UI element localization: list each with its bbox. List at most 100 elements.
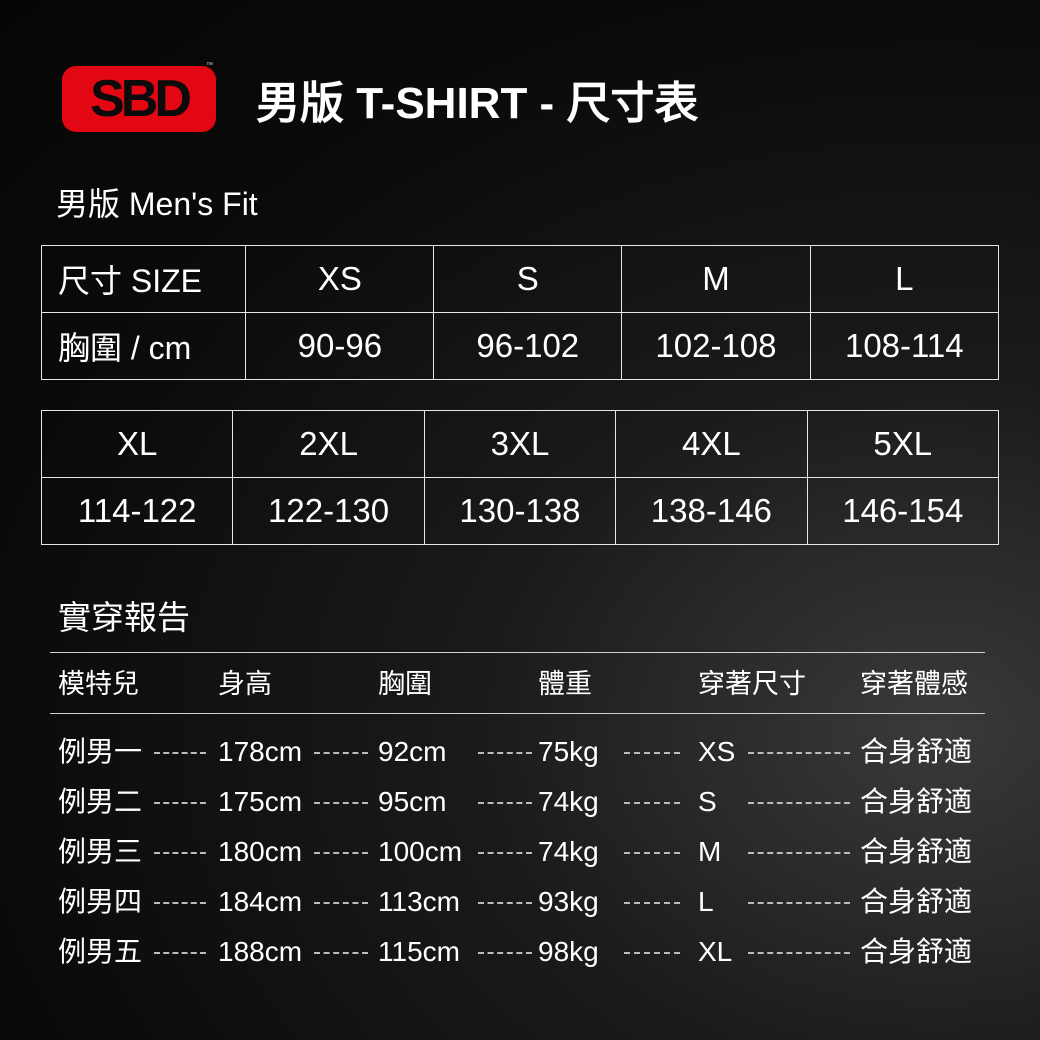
dashed-leader [154, 952, 206, 954]
dashed-leader [314, 952, 368, 954]
report-cell: 184cm [218, 886, 303, 917]
size-cell: 5XL [806, 410, 1000, 478]
chest-cell: 122-130 [232, 477, 425, 545]
chest-row: 胸圍 / cm 90-96 96-102 102-108 108-114 [40, 312, 1000, 380]
size-table-2: XL 2XL 3XL 4XL 5XL 114-122 122-130 130-1… [40, 410, 1000, 545]
dashed-leader [478, 902, 532, 904]
report-header-cell: 身高 [218, 669, 272, 699]
report-cell: 178cm [218, 736, 303, 767]
size-cell: XS [245, 245, 435, 313]
report-row: 例男一 178cm 92cm 75kg XS 合身舒適 [0, 732, 1040, 772]
dashed-leader [314, 902, 368, 904]
size-cell: S [433, 245, 623, 313]
report-cell: 98kg [538, 936, 599, 967]
report-row: 例男三 180cm 100cm 74kg M 合身舒適 [0, 832, 1040, 872]
report-header: 模特兒 身高 胸圍 體重 穿著尺寸 穿著體感 [0, 664, 1040, 704]
report-cell: 188cm [218, 936, 303, 967]
dashed-leader [154, 852, 206, 854]
report-cell: 合身舒適 [860, 736, 973, 767]
size-row: 尺寸 SIZE XS S M L [40, 245, 1000, 313]
report-cell: 113cm [378, 886, 460, 917]
report-cell: 合身舒適 [860, 886, 973, 917]
dashed-leader [154, 752, 206, 754]
dashed-leader [624, 752, 680, 754]
report-cell: XL [698, 936, 733, 967]
report-cell: 例男二 [58, 786, 143, 817]
chest-cell: 114-122 [40, 477, 234, 545]
report-row: 例男四 184cm 113cm 93kg L 合身舒適 [0, 882, 1040, 922]
report-row: 例男二 175cm 95cm 74kg S 合身舒適 [0, 782, 1040, 822]
dashed-leader [478, 752, 532, 754]
dashed-leader [314, 752, 368, 754]
report-cell: 93kg [538, 886, 599, 917]
dashed-leader [478, 802, 532, 804]
dashed-leader [748, 952, 850, 954]
dashed-leader [748, 852, 850, 854]
chest-cell: 102-108 [621, 312, 811, 380]
dashed-leader [314, 852, 368, 854]
divider [50, 652, 985, 653]
report-cell: 例男五 [58, 936, 143, 967]
report-cell: 例男一 [58, 736, 143, 767]
chest-cell: 90-96 [245, 312, 435, 380]
size-row: XL 2XL 3XL 4XL 5XL [40, 410, 1000, 478]
report-header-cell: 體重 [538, 669, 592, 699]
chest-row: 114-122 122-130 130-138 138-146 146-154 [40, 477, 1000, 545]
size-cell: M [621, 245, 811, 313]
report-header-cell: 穿著體感 [860, 669, 968, 699]
dashed-leader [748, 752, 850, 754]
size-cell: 2XL [232, 410, 425, 478]
report-cell: 115cm [378, 936, 460, 967]
logo-text: SBD [90, 70, 192, 128]
report-cell: 175cm [218, 786, 303, 817]
sbd-logo: SBD [62, 66, 216, 132]
report-cell: XS [698, 736, 736, 767]
chest-cell: 108-114 [809, 312, 1000, 380]
dashed-leader [624, 952, 680, 954]
dashed-leader [748, 902, 850, 904]
row-label: 胸圍 / cm [40, 312, 247, 380]
size-cell: 4XL [615, 410, 808, 478]
report-cell: 合身舒適 [860, 836, 973, 867]
report-cell: S [698, 786, 717, 817]
dashed-leader [624, 902, 680, 904]
report-cell: 75kg [538, 736, 599, 767]
row-label: 尺寸 SIZE [40, 245, 247, 313]
report-cell: 180cm [218, 836, 303, 867]
report-cell: 合身舒適 [860, 936, 973, 967]
dashed-leader [314, 802, 368, 804]
report-cell: L [698, 886, 714, 917]
divider [50, 713, 985, 714]
report-cell: 74kg [538, 786, 599, 817]
size-cell: L [809, 245, 1000, 313]
dashed-leader [478, 852, 532, 854]
size-cell: 3XL [423, 410, 617, 478]
report-cell: 92cm [378, 736, 447, 767]
report-title: 實穿報告 [58, 599, 190, 636]
chest-cell: 138-146 [615, 477, 808, 545]
report-cell: 例男三 [58, 836, 143, 867]
report-header-cell: 胸圍 [378, 669, 432, 699]
dashed-leader [154, 802, 206, 804]
chest-cell: 146-154 [806, 477, 1000, 545]
chest-cell: 130-138 [423, 477, 617, 545]
section-subtitle: 男版 Men's Fit [56, 186, 258, 222]
dashed-leader [748, 802, 850, 804]
report-cell: 合身舒適 [860, 786, 973, 817]
report-cell: M [698, 836, 722, 867]
report-cell: 74kg [538, 836, 599, 867]
chest-cell: 96-102 [433, 312, 623, 380]
report-header-cell: 穿著尺寸 [698, 669, 806, 699]
dashed-leader [624, 802, 680, 804]
report-row: 例男五 188cm 115cm 98kg XL 合身舒適 [0, 932, 1040, 972]
size-table-1: 尺寸 SIZE XS S M L 胸圍 / cm 90-96 96-102 10… [40, 245, 1000, 380]
dashed-leader [154, 902, 206, 904]
size-cell: XL [40, 410, 234, 478]
dashed-leader [478, 952, 532, 954]
report-cell: 95cm [378, 786, 447, 817]
dashed-leader [624, 852, 680, 854]
page-title: 男版 T-SHIRT - 尺寸表 [256, 79, 699, 128]
report-cell: 例男四 [58, 886, 143, 917]
report-cell: 100cm [378, 836, 463, 867]
trademark: ™ [206, 62, 213, 69]
